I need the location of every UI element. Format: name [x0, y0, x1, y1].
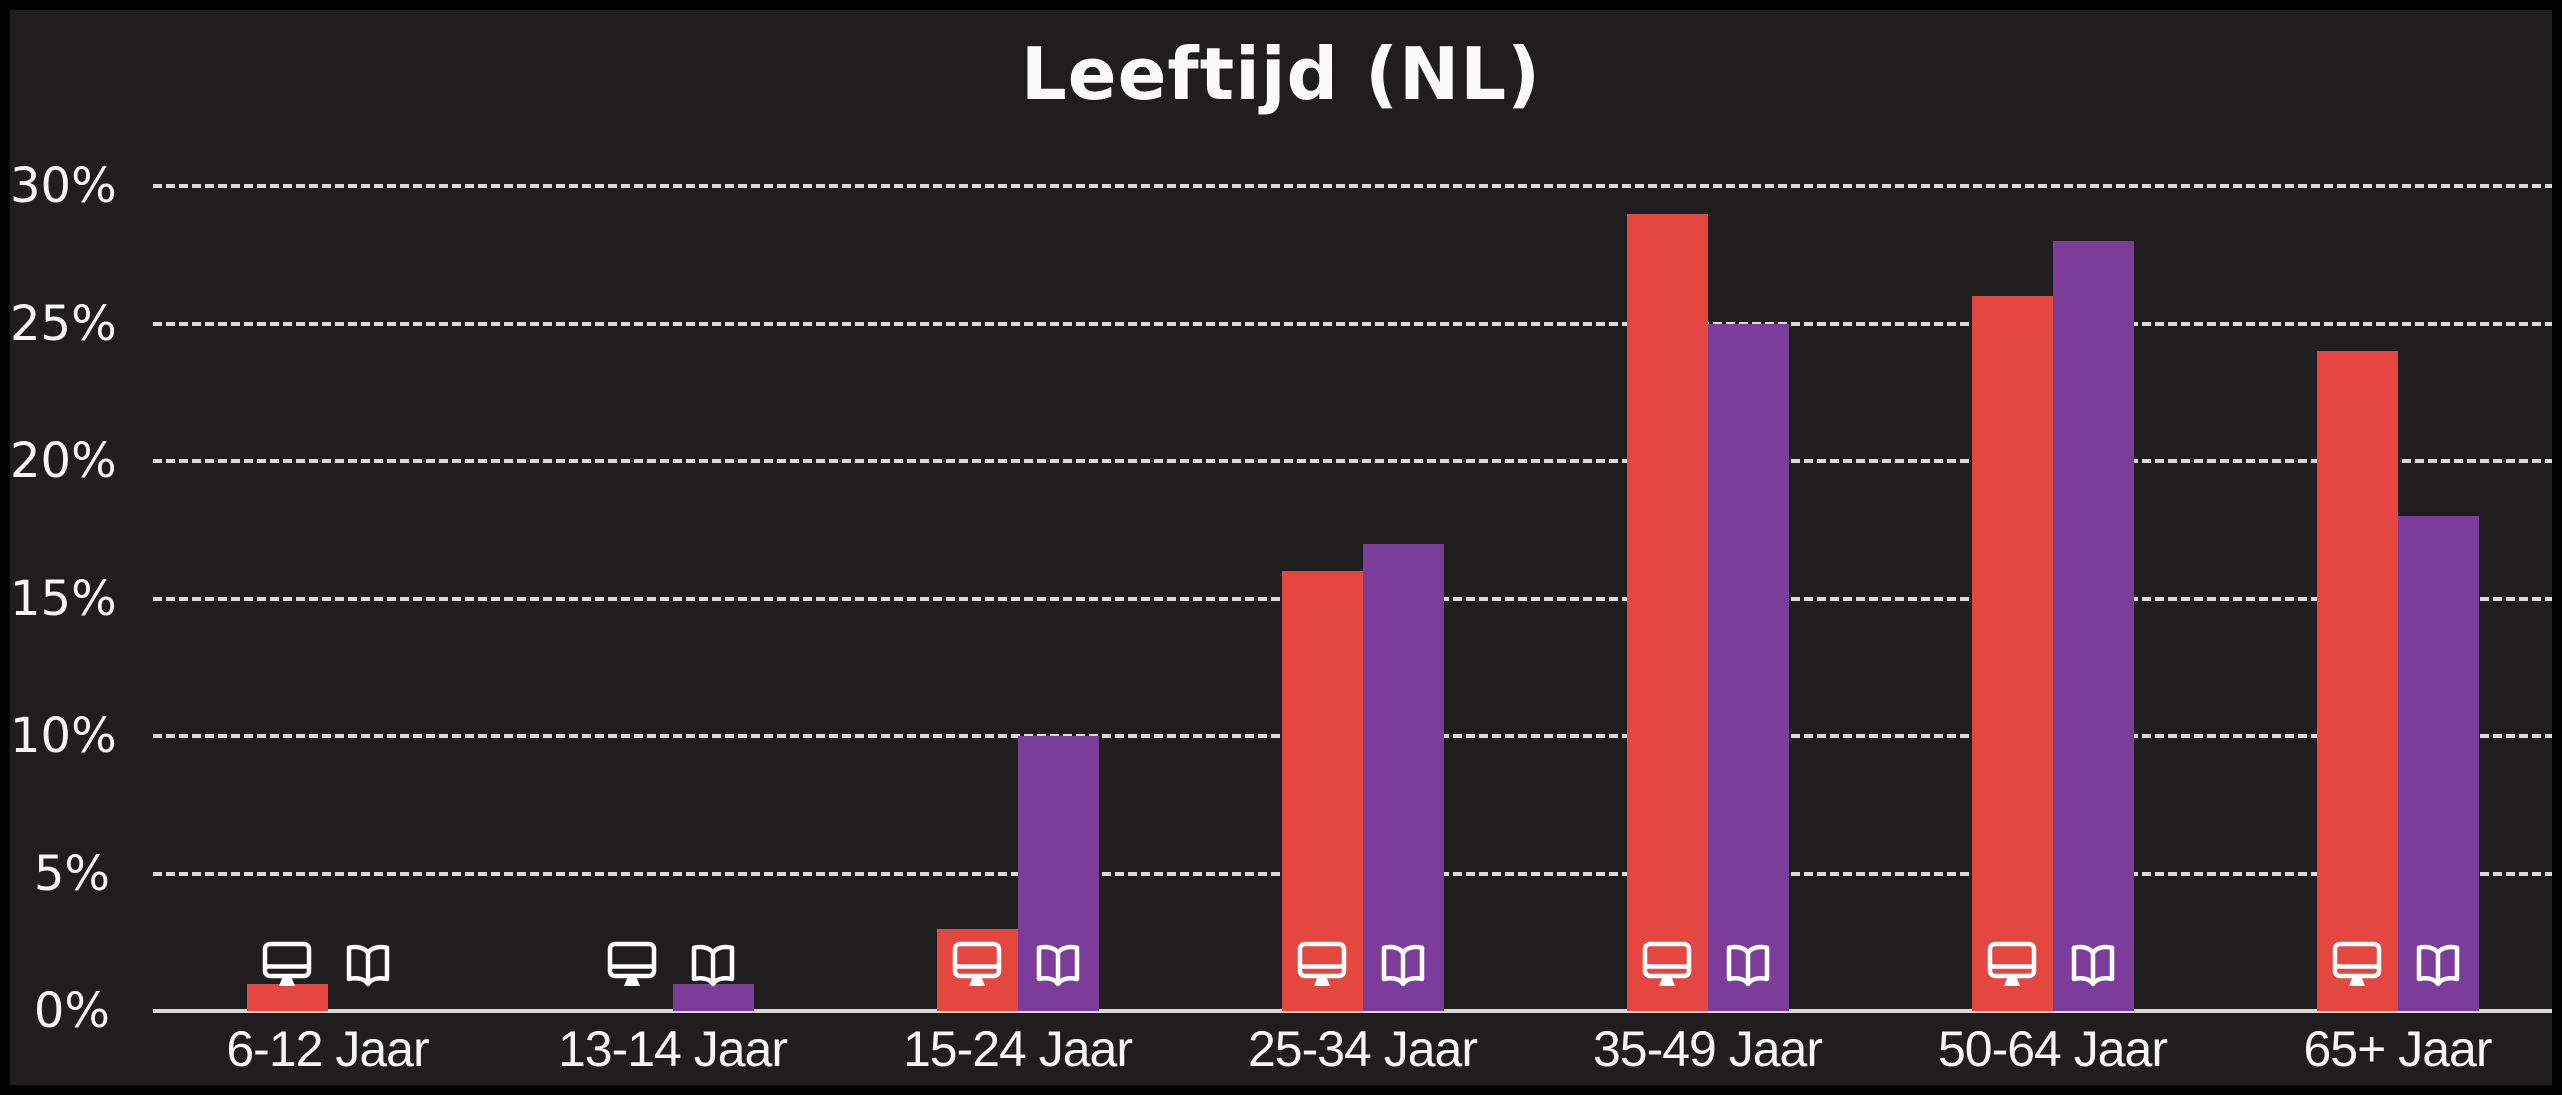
gridline-25pct: [153, 321, 2552, 326]
chart-title: Leeftijd (NL): [1020, 32, 1542, 116]
bar-book-13-14-jaar: [672, 983, 754, 1011]
monitor-icon: [1296, 941, 1348, 989]
book-icon: [1722, 941, 1774, 989]
monitor-icon: [606, 941, 658, 989]
gridline-20pct: [153, 459, 2552, 463]
monitor-icon: [1986, 941, 2038, 989]
book-icon: [2067, 941, 2119, 989]
book-icon: [1032, 941, 1084, 989]
y-tick-label-5pct: 5%: [33, 845, 110, 902]
book-icon: [2412, 941, 2464, 989]
x-axis-label-35-49-jaar: 35-49 Jaar: [1592, 1021, 1823, 1077]
bar-monitor-35-49-jaar: [1626, 213, 1708, 1011]
y-tick-label-25pct: 25%: [10, 295, 117, 352]
x-axis-label-15-24-jaar: 15-24 Jaar: [902, 1021, 1133, 1077]
y-tick-label-0pct: 0%: [33, 983, 110, 1039]
bar-book-65-jaar: [2397, 516, 2479, 1011]
bar-monitor-50-64-jaar: [1971, 296, 2053, 1011]
bar-book-35-49-jaar: [1707, 323, 1789, 1011]
x-axis-line: [153, 1009, 2552, 1013]
bar-monitor-65-jaar: [2316, 351, 2398, 1011]
bar-monitor-25-34-jaar: [1281, 571, 1363, 1011]
book-icon: [342, 941, 394, 989]
x-axis-label-65-jaar: 65+ Jaar: [2303, 1021, 2493, 1077]
bar-monitor-6-12-jaar: [246, 983, 328, 1011]
book-icon: [1377, 941, 1429, 989]
x-axis-label-13-14-jaar: 13-14 Jaar: [557, 1021, 788, 1077]
chart-background: Leeftijd (NL) 0% 5% 10% 15% 20% 25% 30% 6-12 Ja…: [10, 10, 2552, 1085]
monitor-icon: [2331, 941, 2383, 989]
monitor-icon: [1641, 941, 1693, 989]
bar-book-25-34-jaar: [1362, 543, 1444, 1011]
x-axis-label-50-64-jaar: 50-64 Jaar: [1937, 1021, 2168, 1077]
y-tick-label-20pct: 20%: [10, 433, 117, 489]
monitor-icon: [261, 941, 313, 989]
bar-book-50-64-jaar: [2052, 241, 2134, 1011]
monitor-icon: [951, 941, 1003, 989]
gridline-30pct: [153, 184, 2552, 188]
plot-area: Leeftijd (NL) 0% 5% 10% 15% 20% 25% 30% 6-12 Ja…: [10, 10, 2552, 1085]
book-icon: [687, 941, 739, 989]
y-tick-label-10pct: 10%: [10, 708, 117, 764]
x-axis-label-25-34-jaar: 25-34 Jaar: [1247, 1021, 1478, 1077]
y-tick-label-30pct: 30%: [10, 158, 117, 214]
y-tick-label-15pct: 15%: [10, 570, 117, 627]
x-axis-label-6-12-jaar: 6-12 Jaar: [226, 1021, 429, 1077]
